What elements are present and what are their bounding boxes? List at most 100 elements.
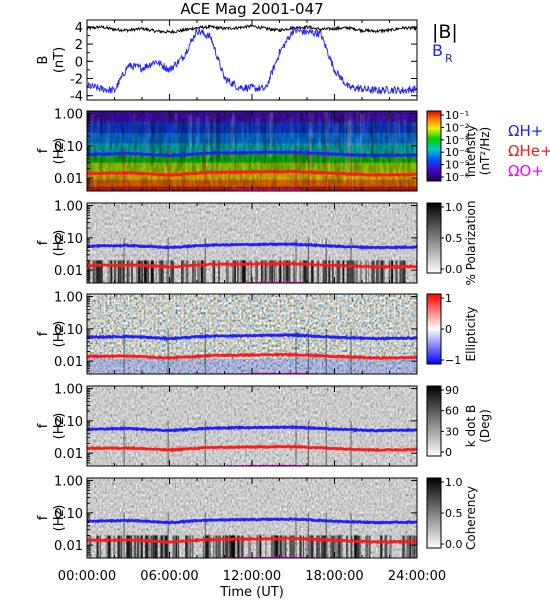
colorbar-label: Coherency <box>464 486 478 550</box>
gray-streak <box>98 260 101 283</box>
gray-streak <box>161 260 164 283</box>
gray-streak <box>134 535 137 558</box>
gray-streak <box>261 260 264 283</box>
gray-streak <box>414 535 417 558</box>
gray-streak <box>160 535 163 558</box>
spectrogram-body <box>87 111 417 191</box>
gray-streak <box>113 260 116 283</box>
gray-streak <box>328 260 331 283</box>
y-tick-label: 0.01 <box>54 172 83 187</box>
gray-streak <box>231 535 234 558</box>
y-axis-label: f <box>36 148 51 153</box>
colorbar-label: k dot B <box>464 405 478 447</box>
gray-streak <box>226 260 230 283</box>
gray-streak <box>147 260 150 283</box>
gray-streak <box>175 535 178 558</box>
gray-streak <box>337 260 341 283</box>
gray-streak <box>304 260 306 283</box>
colorbar-unit: (Deg) <box>478 409 492 443</box>
gray-streak <box>293 535 295 558</box>
colorbar-tick-label: 0 <box>445 446 452 459</box>
gray-streak <box>107 260 111 283</box>
gray-streak <box>346 535 348 558</box>
panel-intensity: 1.00 0.10 0.01 f (Hz) 10⁻¹10⁻²10⁻³10⁻⁴10⁻⁵10⁻… <box>36 108 550 192</box>
gray-streak <box>299 535 302 558</box>
gray-streak <box>380 535 383 558</box>
gray-streak <box>144 535 148 558</box>
y-tick-label: -4 <box>70 90 83 105</box>
colorbar-label: Ellipticity <box>464 307 478 362</box>
gray-streak <box>233 535 236 558</box>
gray-streak <box>158 260 161 283</box>
gray-streak <box>310 535 314 558</box>
gray-streak <box>383 260 385 283</box>
gray-streak <box>202 535 204 558</box>
gray-streak <box>189 535 192 558</box>
gray-streak <box>346 535 349 558</box>
gray-streak <box>228 535 231 558</box>
y-tick-label: 1.00 <box>54 200 83 215</box>
gray-streak <box>222 535 225 558</box>
gray-streak <box>331 260 334 283</box>
gray-streak <box>324 260 326 283</box>
gray-streak <box>329 535 333 558</box>
gray-streak <box>358 535 362 558</box>
colorbar-unit: (nT²/Hz) <box>478 127 492 175</box>
gray-streak <box>316 260 319 283</box>
colorbar-tick-label: 10⁻² <box>445 121 469 134</box>
gray-streak <box>372 260 376 283</box>
gray-streak <box>335 260 338 283</box>
y-tick-label: 0.10 <box>54 232 83 247</box>
intensity-texture <box>87 111 417 191</box>
legend-b-r: B <box>432 41 443 60</box>
gray-streak <box>154 535 158 558</box>
gray-streak <box>346 260 348 283</box>
gray-streak <box>264 260 267 283</box>
legend-o-plus: ΩO+ <box>508 162 544 180</box>
colorbar <box>426 293 442 365</box>
colorbar-tick-label: 10⁻⁵ <box>445 159 469 172</box>
gray-streak <box>241 260 245 283</box>
gray-streak <box>405 535 409 558</box>
gray-streak <box>241 535 244 558</box>
gray-streak <box>317 260 320 283</box>
gray-streak <box>368 535 371 558</box>
gray-streak <box>399 260 401 283</box>
gray-streak <box>311 535 313 558</box>
gray-streak <box>101 260 103 283</box>
gray-streak <box>205 535 209 558</box>
gray-streak <box>338 535 342 558</box>
gray-streak <box>342 260 345 283</box>
legend-h-plus: ΩH+ <box>508 122 543 140</box>
gray-streak <box>358 535 360 558</box>
gray-streak <box>256 535 259 558</box>
gray-streak <box>280 535 282 558</box>
panel-coherency: 1.00 0.10 0.01 f (Hz) 1.0 0.5 0.0 Coherency <box>36 475 478 559</box>
colorbar-tick-label: −1 <box>445 354 461 367</box>
spectrogram-body <box>87 294 417 374</box>
gray-streak <box>160 535 163 558</box>
gray-streak <box>402 260 405 283</box>
figure-title: ACE Mag 2001-047 <box>180 0 323 18</box>
gray-streak <box>194 260 196 283</box>
gray-streak <box>163 535 167 558</box>
overlay-h-plus-line <box>87 424 417 433</box>
gray-streak <box>118 260 122 283</box>
gray-streak <box>232 535 235 558</box>
gray-streak <box>401 260 405 283</box>
overlay-he-plus-line <box>87 536 417 545</box>
gray-streak <box>401 535 405 558</box>
gray-streak <box>137 535 140 558</box>
gray-streak <box>323 535 326 558</box>
gray-streak <box>99 260 102 283</box>
y-axis-unit: (Hz) <box>52 321 67 348</box>
gray-streak <box>185 535 188 558</box>
gray-streak <box>130 535 132 558</box>
gray-streak <box>150 260 153 283</box>
y-tick-label: 0.01 <box>54 264 83 279</box>
y-axis-label: f <box>36 515 51 520</box>
y-tick-label: 0.10 <box>54 415 83 430</box>
gray-streak <box>155 260 157 283</box>
gray-streak <box>379 535 382 558</box>
spectrogram-body <box>87 478 417 558</box>
